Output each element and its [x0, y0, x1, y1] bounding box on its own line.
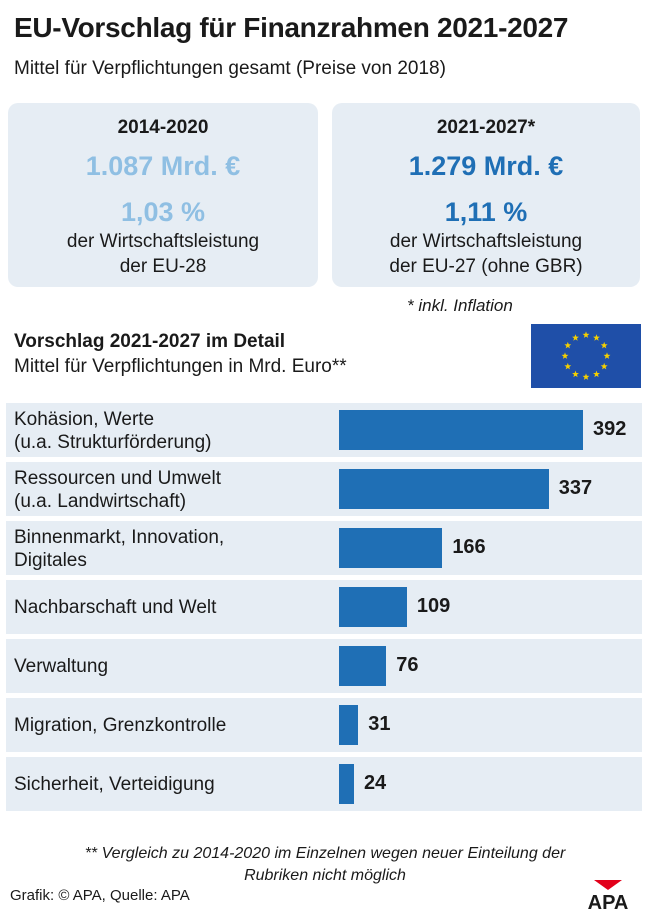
chart-row — [6, 698, 642, 752]
comparison-box-2021-2027: 2021-2027* 1.279 Mrd. € 1,11 % der Wirts… — [332, 103, 640, 287]
bar-value-label: 24 — [363, 772, 387, 794]
percent-value: 1,11 % — [444, 197, 528, 227]
amount-value: 1.087 Mrd. € — [85, 151, 241, 181]
description-line-1: der Wirtschaftsleistung — [389, 231, 583, 252]
bar — [339, 705, 359, 745]
footnote-line-1: ** Vergleich zu 2014-2020 im Einzelnen w… — [84, 845, 566, 862]
bar — [339, 469, 549, 509]
bar-value-label: 337 — [558, 477, 593, 499]
period-label: 2014-2020 — [117, 117, 209, 138]
category-label: Nachbarschaft und Welt — [14, 596, 216, 619]
category-label: Ressourcen und Umwelt (u.a. Landwirtschaf… — [14, 467, 221, 513]
page-title: EU-Vorschlag für Finanzrahmen 2021-2027 — [14, 12, 569, 43]
category-label-line: Kohäsion, Werte — [14, 409, 155, 430]
bar-value-label: 392 — [593, 418, 627, 440]
bar — [339, 410, 583, 450]
flag-star — [582, 331, 590, 338]
description-line-2: der EU-28 — [119, 256, 207, 277]
flag-star — [561, 352, 569, 359]
detail-title: Vorschlag 2021-2027 im Detail — [14, 331, 286, 352]
category-label: Binnenmarkt, Innovation, Digitales — [14, 526, 224, 572]
bar-value-label: 76 — [396, 654, 419, 676]
flag-star — [593, 334, 600, 341]
flag-star — [582, 373, 590, 380]
flag-star — [603, 352, 611, 359]
description-line-1: der Wirtschaftsleistung — [66, 231, 260, 252]
footnote: ** Vergleich zu 2014-2020 im Einzelnen w… — [0, 843, 650, 887]
detail-subtitle: Mittel für Verpflichtungen in Mrd. Euro*… — [14, 356, 347, 377]
flag-star — [572, 370, 579, 378]
comparison-box-2014-2020: 2014-2020 1.087 Mrd. € 1,03 % der Wirtsc… — [8, 103, 318, 287]
category-label: Sicherheit, Verteidigung — [14, 773, 215, 796]
category-label: Verwaltung — [14, 655, 108, 678]
category-label-line: Sicherheit, Verteidigung — [14, 774, 215, 795]
flag-star — [600, 341, 608, 349]
footnote-line-2: Rubriken nicht möglich — [244, 867, 406, 884]
percent-value: 1,03 % — [120, 197, 206, 227]
flag-star — [600, 362, 608, 370]
inflation-note: * inkl. Inflation — [407, 296, 513, 315]
bar — [339, 528, 443, 568]
flag-star — [593, 370, 600, 378]
page-subtitle: Mittel für Verpflichtungen gesamt (Preis… — [14, 58, 446, 79]
eu-flag-icon — [531, 324, 641, 388]
apa-logo-text: APA — [588, 892, 629, 912]
category-label-line: Digitales — [14, 550, 87, 571]
flag-star — [564, 341, 572, 349]
category-label-line: Nachbarschaft und Welt — [14, 597, 217, 618]
bar-value-label: 166 — [452, 536, 486, 558]
chart-row — [6, 580, 642, 634]
chart-row — [6, 757, 642, 811]
category-label-line: (u.a. Strukturförderung) — [14, 432, 212, 453]
bar-value-label: 31 — [368, 713, 391, 735]
category-label: Kohäsion, Werte (u.a. Strukturförderung) — [14, 408, 211, 454]
category-label-line: Binnenmarkt, Innovation, — [14, 527, 225, 548]
category-label: Migration, Grenzkontrolle — [14, 714, 226, 737]
bar-value-label: 109 — [416, 595, 451, 617]
chart-row — [6, 639, 642, 693]
bar — [339, 587, 407, 627]
bar — [339, 646, 387, 686]
category-label-line: (u.a. Landwirtschaft) — [14, 491, 187, 512]
category-label-line: Migration, Grenzkontrolle — [14, 715, 227, 736]
bar — [339, 764, 354, 804]
amount-value: 1.279 Mrd. € — [408, 151, 564, 181]
flag-star — [572, 334, 579, 341]
period-label: 2021-2027* — [436, 117, 536, 138]
description-line-2: der EU-27 (ohne GBR) — [389, 256, 583, 277]
category-label-line: Ressourcen und Umwelt — [14, 468, 221, 489]
source-credit: Grafik: © APA, Quelle: APA — [10, 887, 190, 904]
apa-logo: APA — [588, 880, 629, 912]
flag-star — [564, 362, 572, 370]
category-label-line: Verwaltung — [14, 656, 109, 677]
chart-row — [6, 521, 642, 575]
